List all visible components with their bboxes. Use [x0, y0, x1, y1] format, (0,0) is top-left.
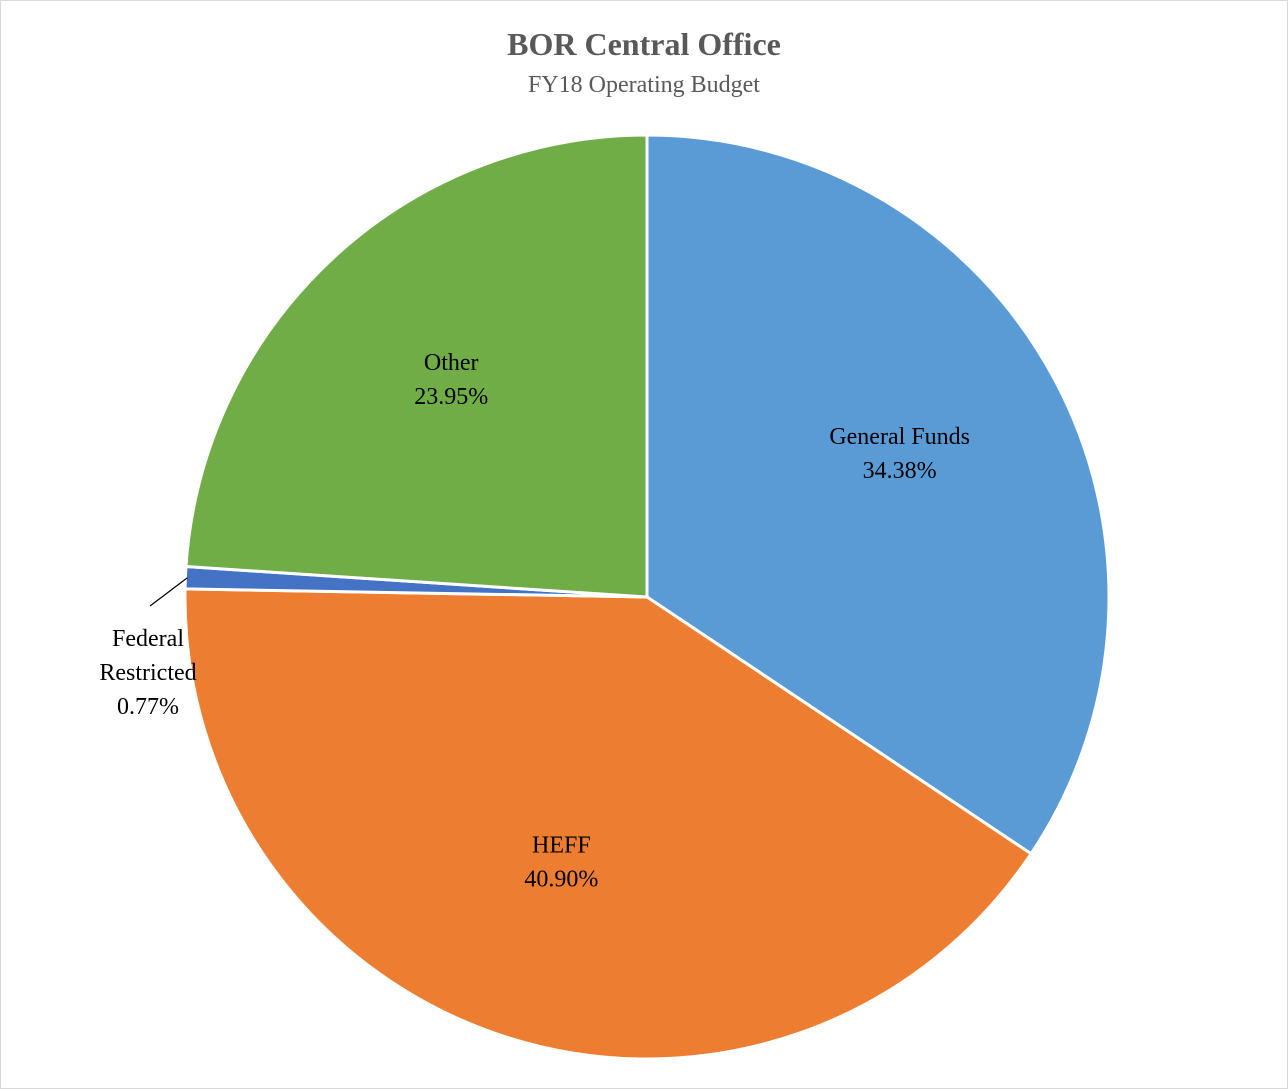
slice-label-federal-restricted: Federal	[112, 626, 184, 652]
chart-subtitle: FY18 Operating Budget	[528, 72, 760, 98]
data-label-federal-restricted: Federal Restricted 0.77%	[99, 626, 196, 720]
leader-line-federal-restricted	[149, 577, 188, 607]
pie-slice-other	[184, 133, 649, 599]
slice-label-heff: HEFF	[532, 832, 591, 858]
slice-label-other: Other	[424, 350, 479, 376]
chart-title: BOR Central Office	[507, 26, 781, 62]
slice-label-general-funds: General Funds	[829, 424, 970, 450]
slice-value-federal-restricted: 0.77%	[117, 694, 179, 720]
slice-value-general-funds: 34.38%	[863, 458, 937, 484]
pie-slice-heff	[183, 587, 1033, 1061]
slice-label-federal-restricted: Restricted	[99, 660, 196, 686]
data-label-heff: HEFF 40.90%	[524, 832, 598, 892]
data-label-other: Other 23.95%	[414, 350, 488, 410]
data-label-general-funds: General Funds 34.38%	[829, 424, 970, 484]
slice-value-heff: 40.90%	[524, 866, 598, 892]
slice-value-other: 23.95%	[414, 384, 488, 410]
